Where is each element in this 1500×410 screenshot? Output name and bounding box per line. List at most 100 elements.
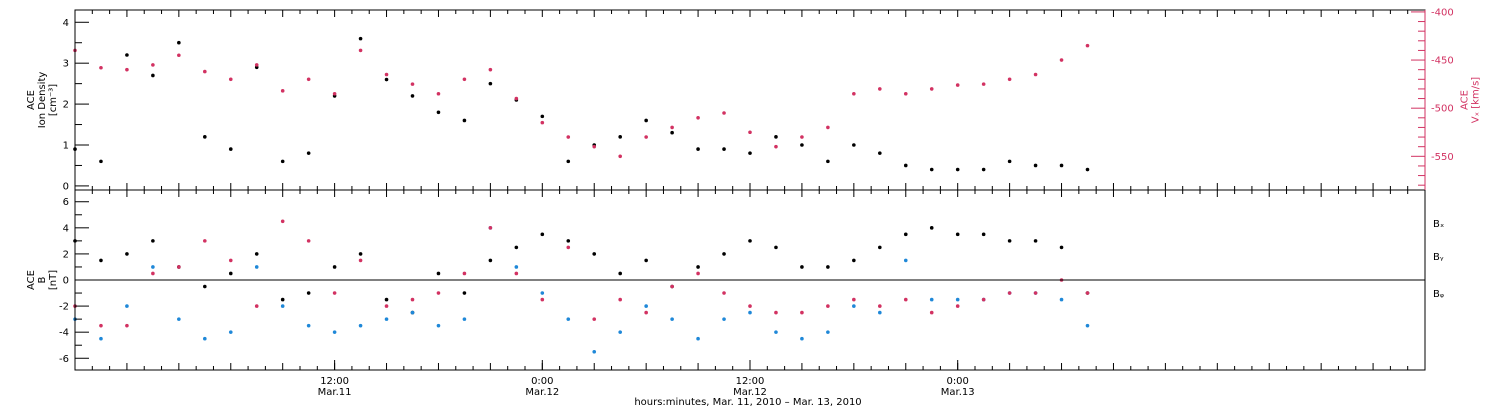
data-point-Bz	[955, 304, 960, 308]
data-point-Bz	[1085, 291, 1090, 295]
series-Vx	[73, 43, 1090, 159]
data-point-By	[125, 304, 129, 308]
data-point-Ion Density	[99, 159, 103, 164]
data-point-By	[436, 323, 441, 328]
data-point-Bx	[358, 252, 363, 256]
bottom-y-axis-title: ACE B [nT]	[26, 270, 59, 290]
data-point-Bz	[696, 271, 700, 276]
legend-label-Bz: Bᵩ	[1433, 289, 1444, 300]
data-point-Ion Density	[644, 118, 648, 123]
data-point-Bz	[748, 304, 752, 308]
data-point-Ion Density	[722, 147, 726, 151]
bottom-y-axis-title-line: ACE	[26, 270, 37, 290]
data-point-Ion Density	[177, 40, 181, 45]
data-point-By	[826, 330, 830, 334]
data-point-Bx	[800, 265, 804, 269]
data-point-By	[410, 310, 415, 315]
data-point-Bx	[774, 245, 778, 250]
data-point-Vx	[177, 53, 181, 58]
y-tick-label: 1	[63, 141, 69, 152]
data-point-Bx	[125, 252, 129, 256]
data-point-Bz	[99, 323, 103, 328]
data-point-Ion Density	[358, 36, 363, 41]
data-point-Bz	[410, 297, 415, 302]
data-point-By	[929, 297, 934, 302]
data-point-Bz	[981, 297, 986, 302]
data-point-By	[722, 317, 726, 321]
data-point-By	[514, 265, 519, 269]
data-point-By	[903, 258, 908, 263]
data-point-Bz	[358, 258, 363, 263]
data-point-Vx	[488, 67, 493, 72]
data-point-Ion Density	[410, 94, 415, 98]
data-point-Bz	[203, 239, 207, 243]
data-point-Vx	[410, 82, 415, 86]
data-point-Vx	[852, 91, 856, 96]
y2-tick-label: -500	[1431, 104, 1454, 115]
data-point-Ion Density	[436, 110, 441, 115]
data-point-Bz	[903, 297, 908, 302]
data-point-By	[644, 304, 648, 308]
data-point-By	[670, 317, 674, 321]
data-point-Ion Density	[903, 163, 908, 168]
data-point-Ion Density	[462, 118, 467, 123]
data-point-Bx	[981, 232, 986, 237]
chart-marks	[73, 36, 1090, 354]
data-point-Vx	[203, 69, 207, 74]
data-point-Ion Density	[774, 135, 778, 139]
data-point-By	[696, 336, 700, 341]
data-point-Bz	[306, 239, 311, 243]
x-tick-label-date: Mar.11	[318, 387, 352, 398]
data-point-By	[332, 330, 337, 334]
data-point-Bz	[254, 304, 259, 308]
data-point-Bz	[1007, 291, 1012, 295]
data-point-Bz	[488, 226, 493, 230]
top-y-axis-title-line: [cm⁻³]	[48, 84, 59, 116]
data-point-Vx	[125, 67, 129, 72]
data-point-By	[800, 336, 804, 341]
data-point-Bx	[1033, 239, 1038, 243]
data-point-Bx	[852, 258, 856, 263]
data-point-Bz	[228, 258, 233, 263]
data-point-By	[203, 336, 207, 341]
data-point-Ion Density	[306, 151, 311, 155]
data-point-Ion Density	[826, 159, 830, 164]
data-point-Ion Density	[566, 159, 571, 164]
y-tick-label: 3	[63, 59, 69, 70]
data-point-Ion Density	[1085, 167, 1090, 172]
data-point-Vx	[618, 154, 622, 159]
legend-label-Bx: Bₓ	[1433, 219, 1444, 230]
data-point-Vx	[332, 91, 337, 96]
data-point-Bz	[280, 219, 285, 224]
data-point-Vx	[878, 87, 882, 91]
data-point-By	[254, 265, 259, 269]
data-point-Ion Density	[748, 151, 752, 155]
data-point-Bz	[722, 291, 726, 295]
data-point-By	[358, 323, 363, 328]
data-point-Bz	[436, 291, 441, 295]
data-point-Bx	[462, 291, 467, 295]
data-point-Bz	[800, 310, 804, 315]
y-tick-label: 2	[63, 249, 69, 260]
data-point-By	[540, 291, 545, 295]
data-point-Bz	[670, 284, 674, 289]
data-point-Bx	[592, 252, 597, 256]
data-point-By	[177, 317, 181, 321]
data-point-Vx	[826, 125, 830, 130]
data-point-Bx	[903, 232, 908, 237]
data-point-Ion Density	[488, 81, 493, 86]
data-point-Bz	[151, 271, 155, 276]
series-Bz	[73, 219, 1090, 328]
data-point-Bz	[332, 291, 337, 295]
top-y2-axis-title: ACE Vₓ [km/s]	[1460, 77, 1482, 123]
data-point-Bx	[748, 239, 752, 243]
data-point-Vx	[280, 89, 285, 93]
data-point-Vx	[99, 65, 103, 70]
data-point-Ion Density	[1007, 159, 1012, 164]
data-point-Vx	[1059, 58, 1064, 62]
y-tick-label: 0	[63, 276, 69, 287]
data-point-Vx	[644, 135, 648, 139]
data-point-Bx	[306, 291, 311, 295]
data-point-Vx	[800, 135, 804, 139]
